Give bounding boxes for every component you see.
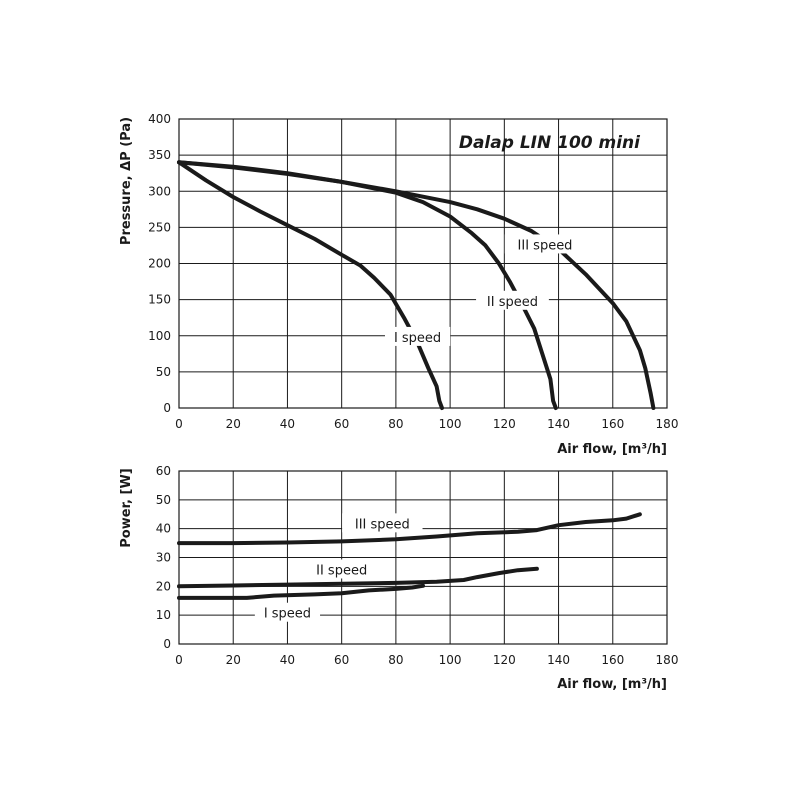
power-x-tick-label: 80 bbox=[388, 653, 403, 667]
power-x-tick-label: 120 bbox=[493, 653, 516, 667]
power-x-tick-label: 40 bbox=[280, 653, 295, 667]
power-plot-frame bbox=[178, 470, 668, 645]
power-y-tick-label: 20 bbox=[156, 579, 171, 593]
pressure-y-tick-label: 400 bbox=[148, 112, 171, 126]
pressure-chart-title: Dalap LIN 100 mini bbox=[459, 133, 641, 153]
power-label-i-speed: I speed bbox=[264, 607, 311, 622]
power-x-tick-label: 0 bbox=[175, 653, 183, 667]
power-label-bg-iii-speed bbox=[342, 513, 423, 533]
power-y-tick-label: 60 bbox=[156, 464, 171, 478]
pressure-chart: Dalap LIN 100 mini Pressure, ΔP (Pa) Air… bbox=[119, 112, 678, 457]
pressure-y-tick-label: 50 bbox=[156, 365, 171, 379]
pressure-y-tick-label: 250 bbox=[148, 220, 171, 234]
pressure-curve-i-speed bbox=[177, 160, 444, 410]
power-chart: Power, [W] Air flow, [m³/h] 0 20 40 60 80 100… bbox=[119, 464, 678, 692]
pressure-tick-labels: 0 20 40 60 80 100 120 140 160 180 0 50 100 150 200 250 3… bbox=[148, 112, 678, 431]
pressure-x-axis-title: Air flow, [m³/h] bbox=[557, 442, 667, 457]
pressure-x-tick-label: 180 bbox=[656, 417, 679, 431]
power-x-tick-label: 100 bbox=[439, 653, 462, 667]
pressure-y-tick-label: 300 bbox=[148, 184, 171, 198]
pressure-grid bbox=[178, 118, 668, 409]
power-x-tick-label: 140 bbox=[547, 653, 570, 667]
pressure-x-tick-label: 120 bbox=[493, 417, 516, 431]
power-tick-labels: 0 20 40 60 80 100 120 140 160 180 0 10 20 30 40 50 60 bbox=[156, 464, 679, 667]
pressure-label-iii-speed: III speed bbox=[518, 238, 573, 253]
pressure-label-bg-i-speed bbox=[384, 326, 451, 346]
pressure-y-tick-label: 100 bbox=[148, 329, 171, 343]
pressure-y-tick-label: 200 bbox=[148, 257, 171, 271]
pressure-label-bg-ii-speed bbox=[476, 290, 549, 310]
pressure-y-tick-label: 150 bbox=[148, 293, 171, 307]
power-x-tick-label: 20 bbox=[226, 653, 241, 667]
pressure-x-tick-label: 40 bbox=[280, 417, 295, 431]
power-y-tick-label: 10 bbox=[156, 608, 171, 622]
power-grid bbox=[178, 470, 668, 645]
power-y-axis-title: Power, [W] bbox=[119, 468, 134, 547]
power-x-tick-label: 180 bbox=[656, 653, 679, 667]
pressure-label-i-speed: I speed bbox=[394, 331, 441, 346]
pressure-curve-iii-speed bbox=[177, 160, 656, 410]
power-x-tick-label: 160 bbox=[601, 653, 624, 667]
pressure-x-tick-label: 160 bbox=[601, 417, 624, 431]
pressure-plot-frame bbox=[178, 118, 668, 409]
pressure-x-tick-label: 80 bbox=[388, 417, 403, 431]
power-curve-iii-speed bbox=[177, 512, 642, 546]
pressure-y-tick-label: 350 bbox=[148, 148, 171, 162]
power-curve-ii-speed bbox=[177, 566, 539, 589]
power-y-tick-label: 50 bbox=[156, 493, 171, 507]
power-label-bg-ii-speed bbox=[305, 559, 379, 579]
pressure-y-tick-label: 0 bbox=[163, 401, 171, 415]
power-curve-i-speed bbox=[177, 583, 425, 600]
pressure-x-tick-label: 20 bbox=[226, 417, 241, 431]
pressure-label-bg-iii-speed bbox=[504, 234, 586, 254]
pressure-label-ii-speed: II speed bbox=[487, 295, 538, 310]
power-label-bg-i-speed bbox=[254, 602, 321, 622]
pressure-x-tick-label: 60 bbox=[334, 417, 349, 431]
power-label-iii-speed: III speed bbox=[355, 517, 410, 532]
power-x-axis-title: Air flow, [m³/h] bbox=[557, 677, 667, 692]
power-y-tick-label: 0 bbox=[163, 637, 171, 651]
pressure-x-tick-label: 0 bbox=[175, 417, 183, 431]
pressure-x-tick-label: 100 bbox=[439, 417, 462, 431]
pressure-x-tick-label: 140 bbox=[547, 417, 570, 431]
power-label-ii-speed: II speed bbox=[316, 563, 367, 578]
power-y-tick-label: 40 bbox=[156, 522, 171, 536]
power-x-tick-label: 60 bbox=[334, 653, 349, 667]
pressure-y-axis-title: Pressure, ΔP (Pa) bbox=[119, 117, 134, 245]
power-y-tick-label: 30 bbox=[156, 551, 171, 565]
